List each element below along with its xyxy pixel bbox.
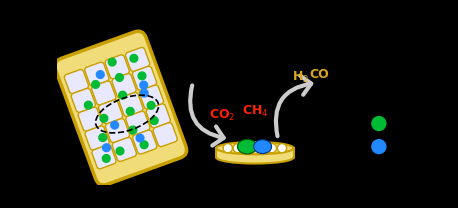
FancyBboxPatch shape [105, 119, 130, 143]
Circle shape [103, 144, 110, 152]
Circle shape [233, 144, 242, 153]
Circle shape [140, 81, 147, 89]
Circle shape [115, 74, 123, 81]
FancyBboxPatch shape [85, 62, 109, 86]
FancyBboxPatch shape [64, 69, 88, 94]
Circle shape [372, 117, 386, 130]
Circle shape [116, 147, 124, 155]
Bar [216, 148, 294, 157]
FancyBboxPatch shape [146, 104, 170, 128]
Circle shape [130, 54, 138, 62]
FancyBboxPatch shape [85, 126, 109, 150]
Circle shape [126, 107, 134, 115]
FancyBboxPatch shape [126, 111, 150, 135]
Circle shape [372, 140, 386, 154]
FancyBboxPatch shape [139, 85, 164, 109]
Circle shape [136, 134, 144, 142]
Circle shape [108, 58, 116, 66]
Circle shape [129, 126, 137, 134]
FancyBboxPatch shape [112, 74, 136, 98]
Circle shape [103, 155, 110, 162]
Circle shape [140, 89, 148, 97]
Circle shape [147, 102, 155, 109]
FancyBboxPatch shape [133, 130, 157, 154]
FancyArrowPatch shape [190, 85, 224, 146]
Circle shape [140, 141, 148, 149]
Ellipse shape [254, 140, 272, 154]
Circle shape [223, 144, 232, 153]
Circle shape [84, 101, 92, 109]
Ellipse shape [216, 151, 294, 163]
Circle shape [150, 117, 158, 124]
Text: CO$_2$: CO$_2$ [209, 108, 235, 123]
Circle shape [96, 71, 104, 78]
Circle shape [111, 121, 119, 129]
FancyBboxPatch shape [98, 100, 123, 124]
FancyBboxPatch shape [112, 137, 136, 161]
Circle shape [119, 91, 126, 99]
Text: H$_2$: H$_2$ [292, 70, 309, 85]
Text: CH$_4$: CH$_4$ [241, 104, 268, 119]
FancyBboxPatch shape [78, 107, 102, 131]
FancyBboxPatch shape [132, 66, 157, 90]
FancyBboxPatch shape [55, 31, 187, 185]
Circle shape [278, 144, 287, 153]
FancyBboxPatch shape [105, 55, 129, 79]
FancyBboxPatch shape [71, 88, 95, 113]
Ellipse shape [237, 139, 257, 154]
Circle shape [267, 144, 277, 153]
FancyBboxPatch shape [153, 123, 177, 147]
FancyBboxPatch shape [92, 81, 116, 105]
Circle shape [138, 72, 146, 80]
FancyBboxPatch shape [125, 47, 150, 72]
Circle shape [92, 80, 99, 88]
Circle shape [100, 114, 108, 122]
Circle shape [99, 134, 107, 141]
FancyBboxPatch shape [92, 145, 116, 169]
FancyBboxPatch shape [119, 92, 143, 116]
FancyArrowPatch shape [276, 76, 311, 136]
Ellipse shape [216, 142, 294, 154]
Text: CO: CO [309, 68, 329, 81]
